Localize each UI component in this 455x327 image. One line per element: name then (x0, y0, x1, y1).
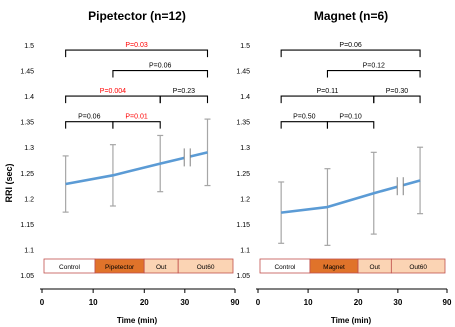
p-value-label: P=0.06 (78, 114, 100, 121)
x-tick-label: 20 (140, 298, 149, 307)
p-value-label: P=0.11 (317, 88, 339, 95)
y-tick-label: 1.15 (20, 222, 34, 229)
x-tick-label: 90 (443, 298, 452, 307)
p-value-label: P=0.50 (293, 114, 315, 121)
axis-break-gap (184, 148, 191, 167)
y-tick-label: 1.05 (20, 273, 34, 280)
x-tick-label: 90 (231, 298, 240, 307)
pipetector-plot-area: 1.05 1.1 1.15 1.2 1.25 1.3 1.35 1.4 1.45 1.5 0 10 20… (20, 42, 240, 307)
comparison-bracket (326, 121, 375, 129)
comparison-bracket (159, 95, 209, 104)
x-tick-label: 10 (89, 298, 98, 307)
p-value-label: P=0.004 (100, 88, 126, 95)
y-tick-label: 1.5 (240, 43, 250, 50)
y-tick-label: 1.4 (24, 94, 34, 101)
y-tick-label: 1.1 (24, 247, 34, 254)
axis-break-gap (397, 177, 404, 196)
x-axis-label: Time (min) (331, 316, 372, 325)
x-tick-label: 0 (40, 298, 45, 307)
phase-label: Out60 (197, 264, 215, 271)
x-axis-label: Time (min) (117, 316, 158, 325)
p-value-label: P=0.01 (125, 114, 147, 121)
y-tick-label: 1.35 (236, 120, 250, 127)
y-tick-label: 1.25 (20, 171, 34, 178)
p-value-label: P=0.12 (363, 63, 385, 70)
y-tick-label: 1.2 (240, 196, 250, 203)
p-value-label: P=0.03 (125, 42, 147, 49)
magnet-panel: Magnet (n=6) Time (min) 1.051.11.151.21.… (236, 9, 452, 325)
comparison-bracket (326, 70, 421, 78)
p-value-label: P=0.06 (149, 63, 171, 70)
comparison-bracket (280, 49, 421, 58)
phase-segment (390, 258, 446, 274)
phase-label: Magnet (323, 264, 345, 271)
x-tick-label: 20 (354, 298, 363, 307)
phase-segment (177, 258, 234, 274)
p-value-label: P=0.10 (339, 114, 361, 121)
comparison-bracket (373, 95, 421, 104)
phase-label: Control (274, 264, 296, 271)
y-tick-label: 1.3 (24, 145, 34, 152)
magnet-chart-title: Magnet (n=6) (314, 9, 388, 23)
comparison-bracket (112, 121, 161, 129)
pipetector-chart-title: Pipetector (n=12) (88, 9, 186, 23)
phase-label: Pipetector (105, 264, 135, 271)
x-tick-label: 10 (304, 298, 313, 307)
y-tick-label: 1.05 (236, 273, 250, 280)
y-tick-label: 1.3 (240, 145, 250, 152)
p-value-label: P=0.06 (339, 42, 361, 49)
y-tick-label: 1.15 (236, 222, 250, 229)
x-tick-label: 30 (393, 298, 402, 307)
comparison-bracket (112, 70, 209, 78)
y-tick-label: 1.35 (20, 120, 34, 127)
pipetector-panel: Pipetector (n=12) RRI (sec) Time (min) 1… (4, 9, 240, 325)
y-tick-label: 1.2 (24, 196, 34, 203)
comparison-bracket (65, 49, 209, 58)
phase-label: Out (369, 264, 380, 271)
y-tick-label: 1.5 (24, 43, 34, 50)
y-axis-label: RRI (sec) (4, 163, 14, 202)
y-tick-label: 1.45 (20, 69, 34, 76)
y-tick-label: 1.1 (240, 247, 250, 254)
x-tick-label: 30 (180, 298, 189, 307)
y-tick-label: 1.25 (236, 171, 250, 178)
p-value-label: P=0.30 (386, 88, 408, 95)
phase-label: Out (156, 264, 167, 271)
p-value-label: P=0.23 (173, 88, 195, 95)
x-tick-label: 0 (256, 298, 261, 307)
phase-label: Out60 (409, 264, 427, 271)
magnet-plot-area: 1.05 1.1 1.15 1.2 1.25 1.3 1.35 1.4 1.45 1.5 0 10 20… (236, 42, 452, 307)
phase-label: Control (59, 264, 81, 271)
y-tick-label: 1.45 (236, 69, 250, 76)
y-tick-label: 1.4 (240, 94, 250, 101)
